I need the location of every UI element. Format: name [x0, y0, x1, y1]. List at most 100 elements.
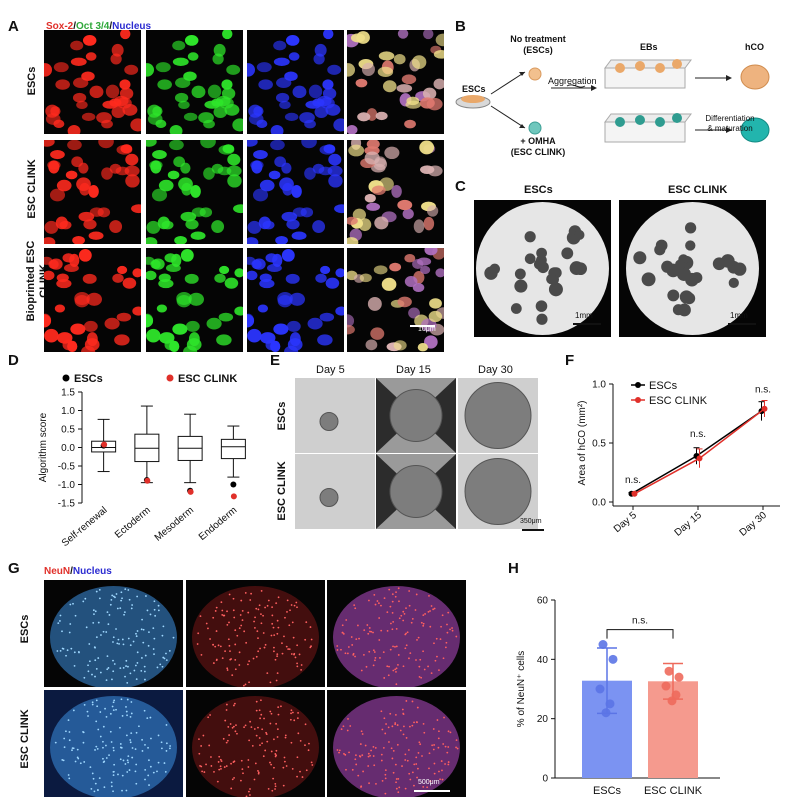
cell-dot	[343, 633, 345, 635]
nucleus-dot	[347, 63, 355, 77]
organoid-section	[50, 696, 177, 797]
cell-dot	[442, 779, 444, 781]
nucleus-dot	[69, 254, 79, 267]
cell-dot	[408, 773, 410, 775]
nucleus-dot	[44, 63, 52, 77]
cell-dot	[77, 758, 79, 760]
cell-dot	[236, 733, 238, 735]
cell-dot	[94, 791, 96, 793]
cell-dot	[385, 769, 387, 771]
neun-svg	[327, 690, 466, 797]
eb-spheroid	[680, 290, 693, 303]
cell-dot	[394, 669, 396, 671]
e-row-escs: ESCs	[276, 396, 288, 436]
nucleus-dot	[434, 79, 444, 90]
cell-dot	[233, 705, 235, 707]
nucleus-dot	[394, 54, 406, 64]
cell-dot	[389, 713, 391, 715]
cell-dot	[220, 768, 222, 770]
cell-dot	[107, 655, 109, 657]
cell-dot	[395, 714, 397, 716]
cell-dot	[377, 600, 379, 602]
cell-dot	[293, 637, 295, 639]
cell-dot	[127, 762, 129, 764]
cell-dot	[297, 756, 299, 758]
cell-dot	[120, 743, 122, 745]
nucleus-dot	[68, 125, 81, 134]
cell-dot	[107, 611, 109, 613]
eb-spheroid	[678, 303, 691, 316]
cell-dot	[370, 750, 372, 752]
cell-dot	[123, 614, 125, 616]
panel-a-image-r1-c2	[146, 30, 243, 134]
nucleus-dot	[356, 79, 368, 88]
nucleus-dot	[213, 53, 224, 64]
nucleus-dot	[233, 204, 243, 213]
cell-dot	[99, 777, 101, 779]
nucleus-dot	[320, 145, 336, 155]
cell-dot	[234, 659, 236, 661]
nucleus-dot	[117, 145, 133, 155]
cell-dot	[205, 764, 207, 766]
cell-dot	[111, 595, 113, 597]
nucleus-dot	[109, 98, 121, 106]
cell-dot	[278, 596, 280, 598]
cell-dot	[342, 624, 344, 626]
d-legend-clink: ESC CLINK	[178, 373, 237, 385]
cell-dot	[95, 610, 97, 612]
cell-dot	[357, 775, 359, 777]
nucleus-dot	[273, 41, 286, 51]
cell-dot	[397, 744, 399, 746]
cell-dot	[230, 763, 232, 765]
cell-dot	[113, 774, 115, 776]
cell-dot	[227, 740, 229, 742]
cell-dot	[354, 656, 356, 658]
nucleus-dot	[44, 140, 55, 147]
cell-dot	[305, 723, 307, 725]
cell-dot	[127, 589, 129, 591]
cell-dot	[136, 635, 138, 637]
cell-dot	[422, 614, 424, 616]
cell-dot	[135, 665, 137, 667]
panel-a-image-r2-c3	[247, 140, 344, 244]
cell-dot	[300, 669, 302, 671]
cell-dot	[106, 716, 108, 718]
cell-dot	[418, 666, 420, 668]
cell-dot	[224, 766, 226, 768]
cell-dot	[92, 704, 94, 706]
cell-dot	[92, 701, 94, 703]
nucleus-dot	[312, 98, 324, 106]
cell-dot	[388, 674, 390, 676]
cell-dot	[384, 733, 386, 735]
cell-dot	[369, 627, 371, 629]
cell-dot	[386, 665, 388, 667]
cell-dot	[433, 728, 435, 730]
nucleus-dot	[247, 271, 257, 281]
panel-g-image-r1-c2	[186, 580, 325, 687]
cell-dot	[289, 609, 291, 611]
nucleus-dot	[146, 271, 156, 281]
cell-dot	[277, 728, 279, 730]
cell-dot	[405, 607, 407, 609]
nucleus-dot	[404, 254, 415, 262]
cell-dot	[145, 595, 147, 597]
cell-dot	[373, 594, 375, 596]
cell-dot	[166, 659, 168, 661]
cell-dot	[137, 651, 139, 653]
cell-dot	[165, 653, 167, 655]
cell-dot	[351, 636, 353, 638]
nucleus-dot	[130, 118, 141, 131]
cell-dot	[92, 622, 94, 624]
nucleus-dot	[288, 338, 303, 351]
cell-dot	[412, 618, 414, 620]
cell-dot	[283, 785, 285, 787]
cell-dot	[69, 739, 71, 741]
cell-dot	[257, 609, 259, 611]
cell-dot	[396, 788, 398, 790]
cell-dot	[256, 735, 258, 737]
nucleus-dot	[79, 212, 95, 222]
nucleus-dot	[86, 293, 102, 306]
cell-dot	[135, 633, 137, 635]
f-ns-annotation: n.s.	[755, 384, 771, 395]
row-label-esc-clink: ESC CLINK	[26, 149, 38, 229]
